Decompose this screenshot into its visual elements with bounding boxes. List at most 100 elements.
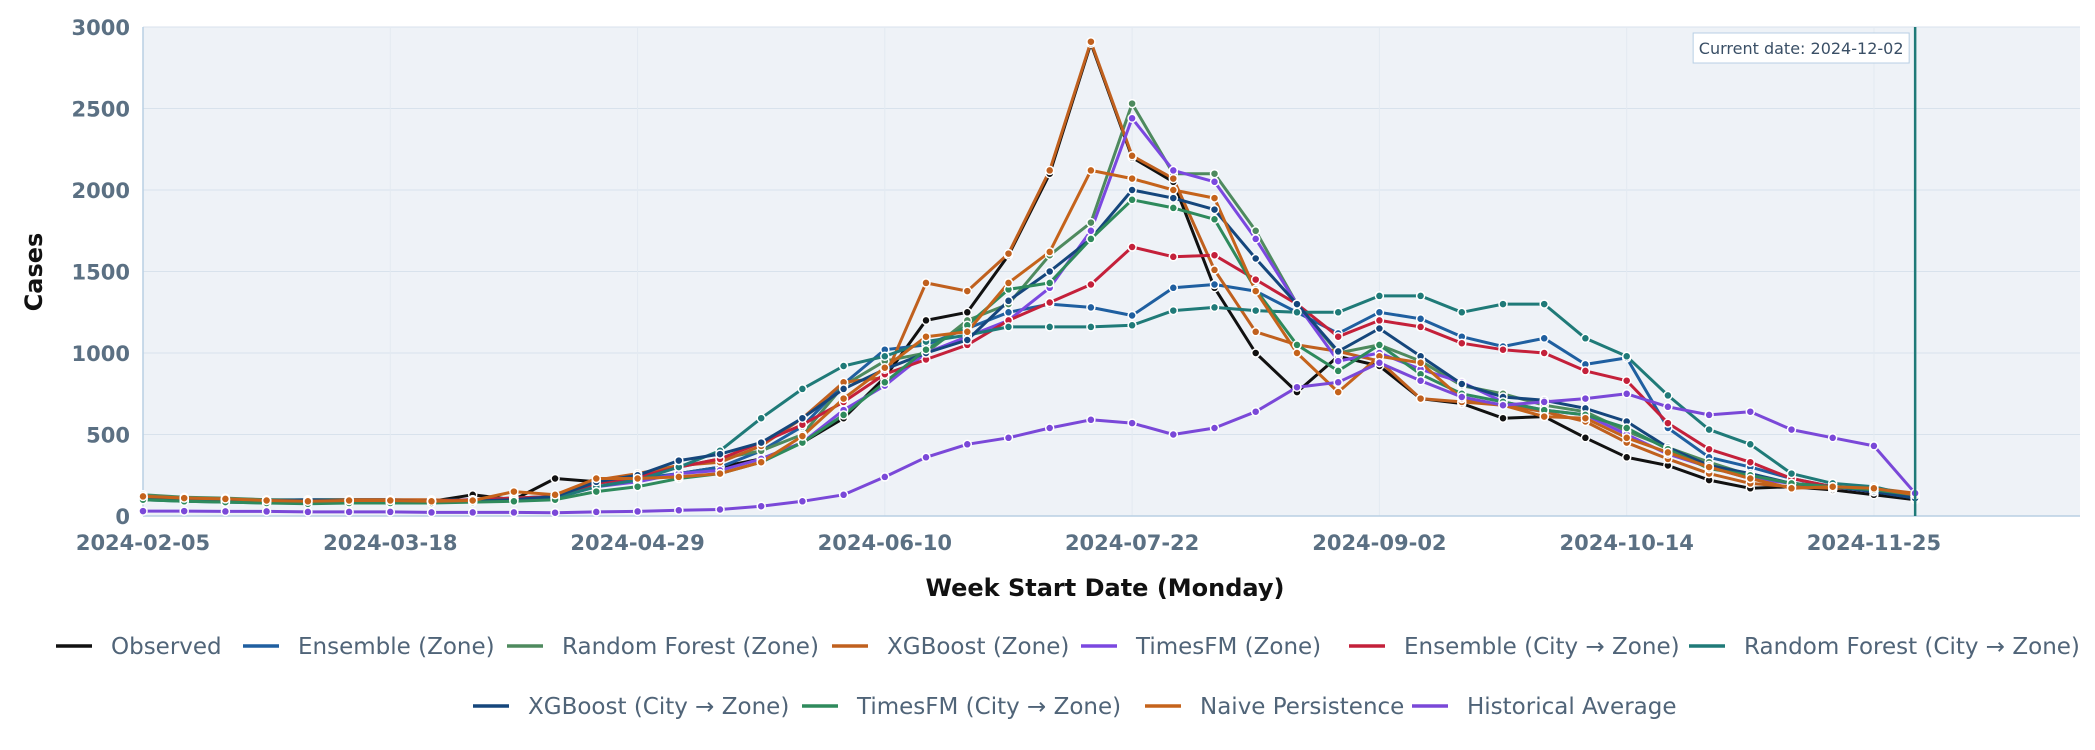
data-point xyxy=(1457,307,1467,318)
data-point xyxy=(1415,291,1426,301)
data-point xyxy=(838,384,849,394)
data-point xyxy=(962,327,973,337)
y-tick-label: 1000 xyxy=(72,342,130,366)
data-point xyxy=(1539,397,1549,407)
data-point xyxy=(426,507,437,518)
data-point xyxy=(1457,379,1467,389)
data-point xyxy=(1333,366,1343,376)
data-point xyxy=(632,506,643,517)
data-point xyxy=(138,491,148,502)
data-point xyxy=(1168,252,1179,262)
data-point xyxy=(1250,406,1261,417)
annotation-box xyxy=(1692,32,1910,64)
data-point xyxy=(1127,185,1137,195)
data-point xyxy=(467,507,478,518)
data-point xyxy=(1292,307,1302,318)
legend-label: Historical Average xyxy=(1467,694,1677,720)
data-point xyxy=(838,393,849,404)
data-point xyxy=(220,494,231,504)
data-point xyxy=(385,495,396,506)
data-point xyxy=(1333,356,1343,366)
data-point xyxy=(1663,390,1673,401)
data-point xyxy=(1621,433,1632,443)
data-point xyxy=(1457,338,1467,348)
legend-item-random-forest-zone: Random Forest (Zone) xyxy=(507,634,819,660)
data-point xyxy=(509,486,519,497)
data-point xyxy=(1621,423,1632,433)
data-point xyxy=(921,315,931,326)
data-point xyxy=(1869,441,1879,451)
data-point xyxy=(756,413,766,423)
data-point xyxy=(921,344,931,355)
data-point xyxy=(1168,429,1179,440)
data-point xyxy=(1786,468,1797,479)
data-point xyxy=(880,351,890,362)
data-point xyxy=(1250,226,1261,236)
data-point xyxy=(1580,413,1591,423)
data-point xyxy=(674,455,684,466)
data-point xyxy=(1663,418,1673,428)
data-point xyxy=(1209,177,1220,187)
x-tick-label: 2024-02-05 xyxy=(76,531,210,555)
data-point xyxy=(1663,402,1673,412)
data-point xyxy=(1580,333,1591,344)
data-point xyxy=(838,410,849,420)
data-point xyxy=(921,278,931,288)
data-point xyxy=(1086,279,1096,290)
data-point xyxy=(220,506,231,517)
data-point xyxy=(1250,253,1261,264)
data-point xyxy=(1745,406,1756,417)
data-point xyxy=(1539,411,1549,422)
series-line-timesfm-city-to-zone xyxy=(142,198,1916,506)
data-point xyxy=(1168,173,1179,184)
data-point xyxy=(1127,320,1137,331)
series-points xyxy=(138,36,1920,518)
x-tick-label: 2024-11-25 xyxy=(1807,531,1941,555)
data-point xyxy=(1209,279,1220,290)
data-point xyxy=(880,472,890,482)
data-point xyxy=(962,307,973,318)
data-point xyxy=(303,496,313,507)
data-point xyxy=(1209,193,1220,203)
series-points-historical-average xyxy=(138,358,1920,518)
data-point xyxy=(1127,98,1137,109)
data-point xyxy=(797,384,808,394)
legend-item-naive-persistence: Naive Persistence xyxy=(1145,694,1404,720)
legend-label: Random Forest (Zone) xyxy=(562,634,819,660)
legend-item-ensemble-city-to-zone: Ensemble (City → Zone) xyxy=(1349,634,1680,660)
data-point xyxy=(1827,433,1838,443)
data-point xyxy=(1292,340,1302,350)
data-point xyxy=(838,490,849,500)
x-tick-label: 2024-09-02 xyxy=(1312,531,1446,555)
x-tick-label: 2024-06-10 xyxy=(818,531,952,555)
data-point xyxy=(1086,36,1096,47)
data-point xyxy=(1498,299,1508,309)
y-axis-title: Cases xyxy=(20,233,48,312)
data-point xyxy=(1003,248,1014,259)
data-point xyxy=(921,452,931,463)
data-point xyxy=(1292,348,1302,358)
data-point xyxy=(426,496,437,507)
data-point xyxy=(1168,203,1179,213)
legend-label: TimesFM (Zone) xyxy=(1135,634,1321,660)
data-point xyxy=(1580,433,1591,443)
data-point xyxy=(1745,439,1756,450)
data-point xyxy=(1498,400,1508,410)
data-point xyxy=(1704,424,1714,435)
x-tick-label: 2024-07-22 xyxy=(1065,531,1199,555)
data-point xyxy=(1333,377,1343,388)
legend-item-random-forest-city-to-zone: Random Forest (City → Zone) xyxy=(1689,634,2080,660)
data-point xyxy=(550,507,560,518)
data-point xyxy=(1209,168,1220,179)
data-point xyxy=(591,507,602,517)
data-point xyxy=(1003,433,1014,443)
data-point xyxy=(1292,299,1302,309)
data-point xyxy=(1250,234,1261,244)
legend-label: XGBoost (City → Zone) xyxy=(528,694,789,720)
series-lines xyxy=(142,40,1917,515)
data-point xyxy=(1539,299,1549,309)
data-point xyxy=(1704,444,1714,454)
data-point xyxy=(1415,322,1426,332)
data-point xyxy=(1168,193,1179,203)
